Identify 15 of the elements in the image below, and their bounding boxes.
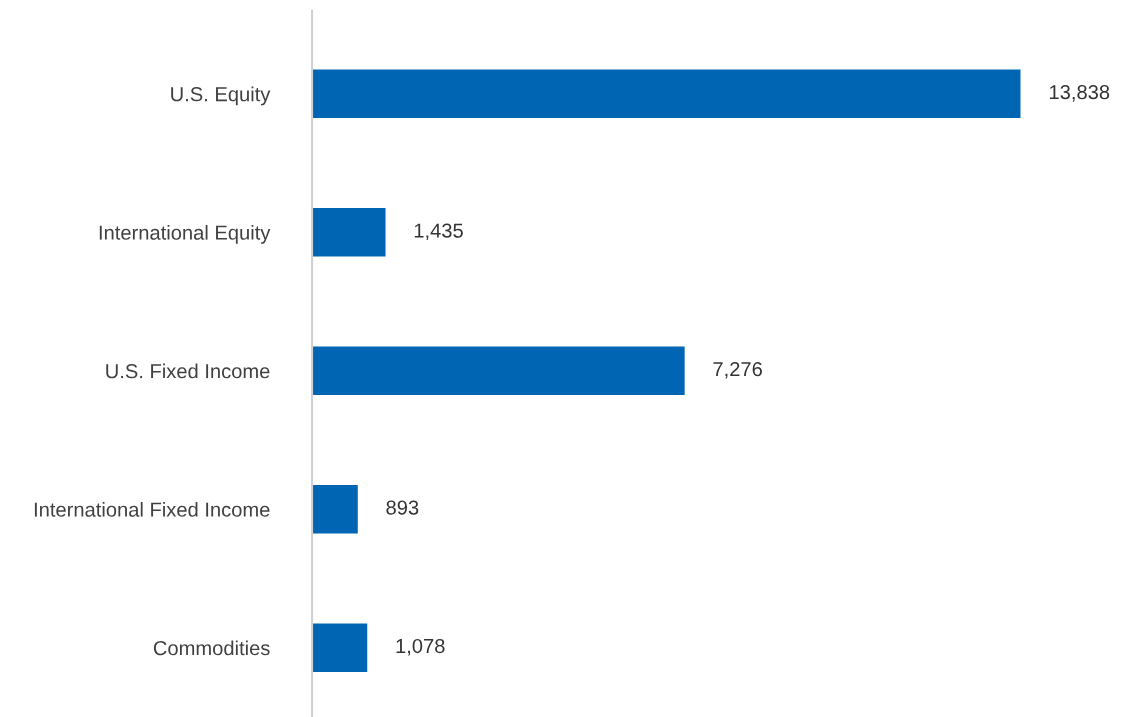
bar: [312, 69, 1021, 119]
bar: [312, 623, 368, 672]
data-label: 1,078: [396, 638, 445, 656]
bar: [312, 485, 358, 534]
data-label: 13,838: [1050, 84, 1110, 102]
y-tick-label: International Fixed Income: [34, 501, 270, 517]
bar: [312, 208, 386, 257]
data-label: 1,435: [414, 223, 463, 241]
y-tick-label: U.S. Equity: [171, 86, 271, 106]
data-label: 7,276: [713, 361, 762, 379]
y-tick-label: Commodities: [153, 640, 270, 656]
y-tick-label: International Equity: [99, 225, 271, 244]
y-tick-label: U.S. Fixed Income: [106, 363, 270, 379]
data-label: 893: [386, 500, 419, 515]
bar: [312, 346, 685, 396]
